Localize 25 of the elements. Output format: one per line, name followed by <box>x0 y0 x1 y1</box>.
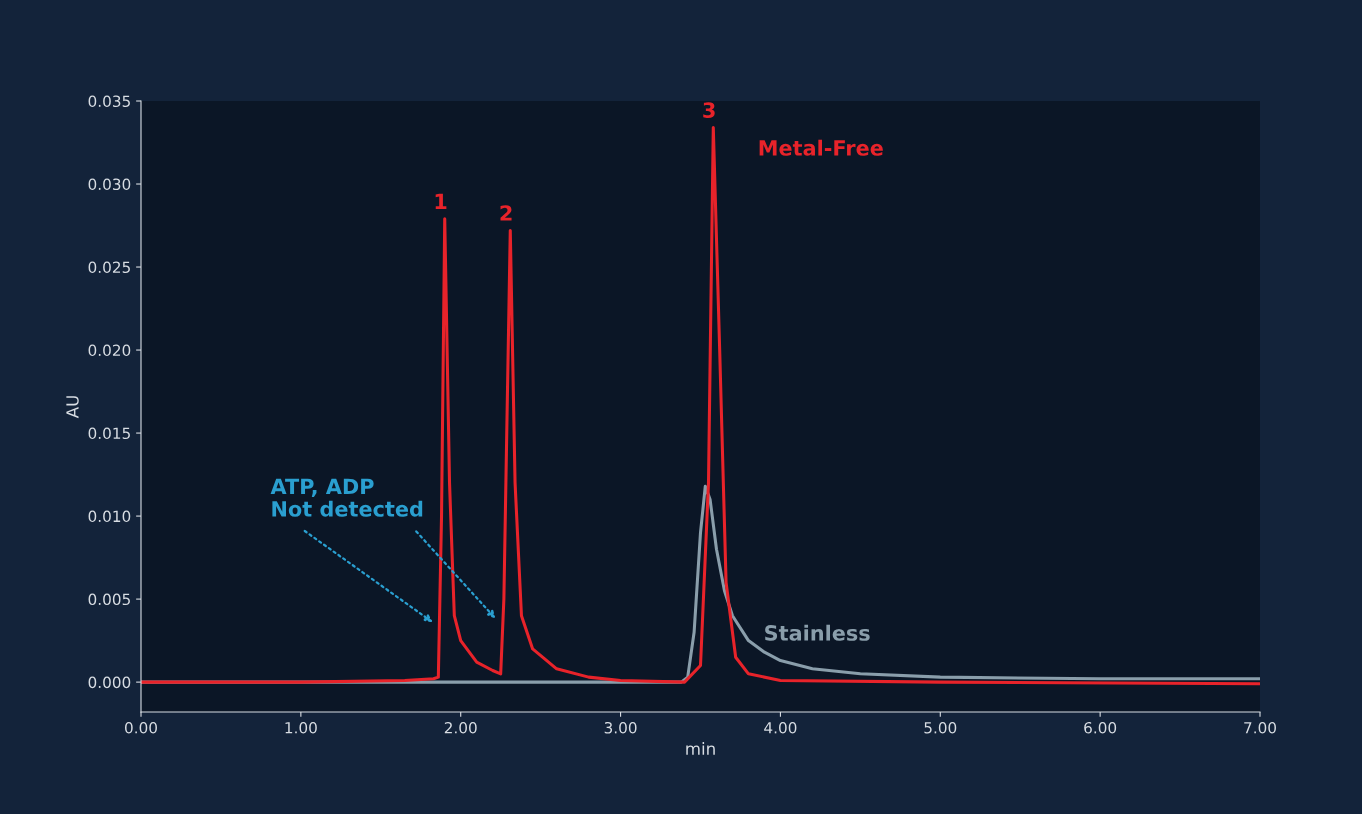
series-label: Stainless <box>765 624 870 641</box>
annotation: 1 <box>435 193 447 209</box>
x-tick-label: 5.00 <box>924 721 957 734</box>
x-tick-label: 3.00 <box>604 721 637 734</box>
annotation: ATP, ADP Not detected <box>270 478 423 517</box>
y-tick-label: 0.035 <box>88 95 130 108</box>
x-axis-title: min <box>686 742 715 755</box>
y-tick-label: 0.030 <box>88 178 131 191</box>
y-tick-label: 0.010 <box>88 510 131 523</box>
y-tick-label: 0.005 <box>88 593 130 606</box>
x-tick-label: 7.00 <box>1244 721 1276 734</box>
annotation: 2 <box>500 205 512 221</box>
x-tick-label: 6.00 <box>1084 721 1117 734</box>
y-tick-label: 0.000 <box>88 676 131 689</box>
x-tick-label: 4.00 <box>764 721 797 734</box>
y-tick-label: 0.020 <box>88 344 131 357</box>
x-tick-label: 1.00 <box>285 721 317 734</box>
x-tick-label: 2.00 <box>444 721 477 734</box>
x-tick-label: 0.00 <box>125 721 157 734</box>
y-tick-label: 0.015 <box>88 427 130 440</box>
line-series <box>141 126 1260 686</box>
text: Metal-Free <box>759 139 883 156</box>
y-axis-title: AU <box>66 396 79 419</box>
y-tick-label: 0.025 <box>88 261 130 274</box>
annotation: 3 <box>703 102 715 118</box>
